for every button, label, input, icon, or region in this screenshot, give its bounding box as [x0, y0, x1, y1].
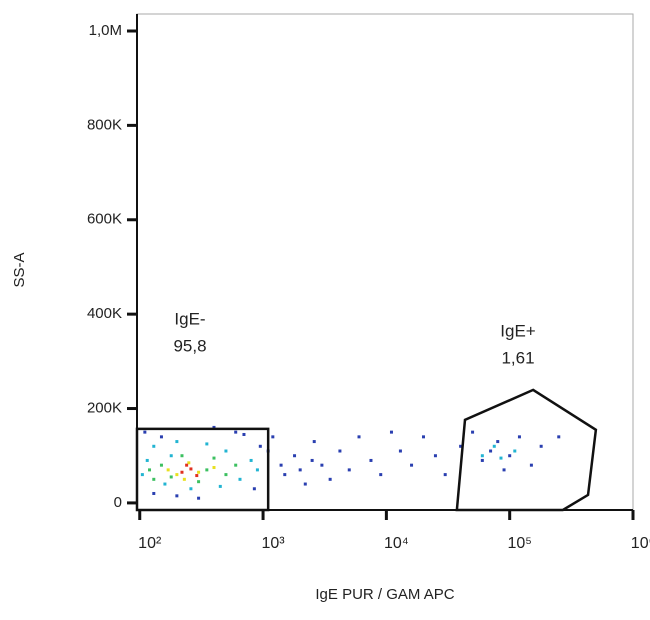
data-point [242, 432, 246, 436]
data-point [187, 461, 191, 465]
data-point [159, 463, 163, 467]
gate-percent: 1,61 [501, 348, 534, 367]
data-point [320, 463, 324, 467]
y-tick-label: 200K [87, 400, 122, 417]
y-tick-label: 600K [87, 211, 122, 228]
data-point [197, 496, 201, 500]
data-point [238, 477, 242, 481]
gate [135, 427, 270, 512]
data-point [189, 487, 193, 491]
data-point [143, 430, 147, 434]
data-point [499, 456, 503, 460]
data-point [279, 463, 283, 467]
data-point [258, 444, 262, 448]
data-point [489, 449, 493, 453]
data-point [197, 470, 201, 474]
data-point [410, 463, 414, 467]
data-point [513, 449, 517, 453]
data-point [255, 468, 259, 472]
data-point [234, 430, 238, 434]
data-point [471, 430, 475, 434]
data-point [369, 458, 373, 462]
data-point [205, 468, 209, 472]
data-point [293, 454, 297, 458]
data-point [283, 473, 287, 477]
data-point [529, 463, 533, 467]
data-point [328, 477, 332, 481]
x-tick-label: 10² [138, 535, 162, 552]
data-point [224, 473, 228, 477]
data-point [152, 444, 156, 448]
y-axis-label: SS-A [11, 252, 28, 287]
data-point [205, 442, 209, 446]
data-point [197, 480, 201, 484]
data-point [175, 473, 179, 477]
data-point [212, 456, 216, 460]
data-point [443, 473, 447, 477]
data-point [175, 440, 179, 444]
y-tick-label: 400K [87, 305, 122, 322]
data-point [389, 430, 393, 434]
data-point [310, 458, 314, 462]
gate-percent: 95,8 [173, 336, 206, 355]
data-point [180, 470, 184, 474]
data-point [252, 487, 256, 491]
data-point [357, 435, 361, 439]
data-point [166, 468, 170, 472]
data-point [480, 458, 484, 462]
data-point [180, 454, 184, 458]
y-tick-label: 800K [87, 116, 122, 133]
data-point [234, 463, 238, 467]
data-point [212, 425, 216, 429]
data-point [312, 440, 316, 444]
data-point [140, 473, 144, 477]
data-point [175, 494, 179, 498]
data-point [159, 435, 163, 439]
data-point [398, 449, 402, 453]
gate [455, 388, 598, 512]
gate-name: IgE+ [500, 321, 536, 340]
data-point [163, 482, 167, 486]
data-point [557, 435, 561, 439]
data-point [185, 463, 189, 467]
data-point [169, 475, 173, 479]
x-axis-label: IgE PUR / GAM APC [315, 586, 454, 603]
data-point [224, 449, 228, 453]
data-point [421, 435, 425, 439]
x-tick-label: 10⁵ [507, 535, 531, 552]
data-point [298, 468, 302, 472]
y-tick-label: 0 [114, 494, 122, 511]
data-point [169, 454, 173, 458]
x-tick-label: 10⁴ [384, 535, 409, 552]
data-point [152, 491, 156, 495]
data-point [496, 440, 500, 444]
data-point [218, 484, 222, 488]
data-point [195, 474, 199, 478]
data-point [502, 468, 506, 472]
data-point [347, 468, 351, 472]
data-point [433, 454, 437, 458]
data-point [271, 435, 275, 439]
data-point [182, 477, 186, 481]
data-point [480, 454, 484, 458]
data-point [152, 477, 156, 481]
data-point [517, 435, 521, 439]
data-point [249, 458, 253, 462]
data-point [539, 444, 543, 448]
y-tick-label: 1,0M [89, 22, 122, 39]
data-point [303, 482, 307, 486]
data-point [148, 468, 152, 472]
data-point [145, 458, 149, 462]
data-point [459, 444, 463, 448]
data-point [508, 454, 512, 458]
x-tick-label: 10⁶ [631, 535, 650, 552]
gate-name: IgE- [174, 309, 205, 328]
data-point [212, 466, 216, 470]
data-point [492, 444, 496, 448]
x-tick-label: 10³ [261, 535, 285, 552]
data-point [338, 449, 342, 453]
data-point [379, 473, 383, 477]
data-point [189, 467, 193, 471]
